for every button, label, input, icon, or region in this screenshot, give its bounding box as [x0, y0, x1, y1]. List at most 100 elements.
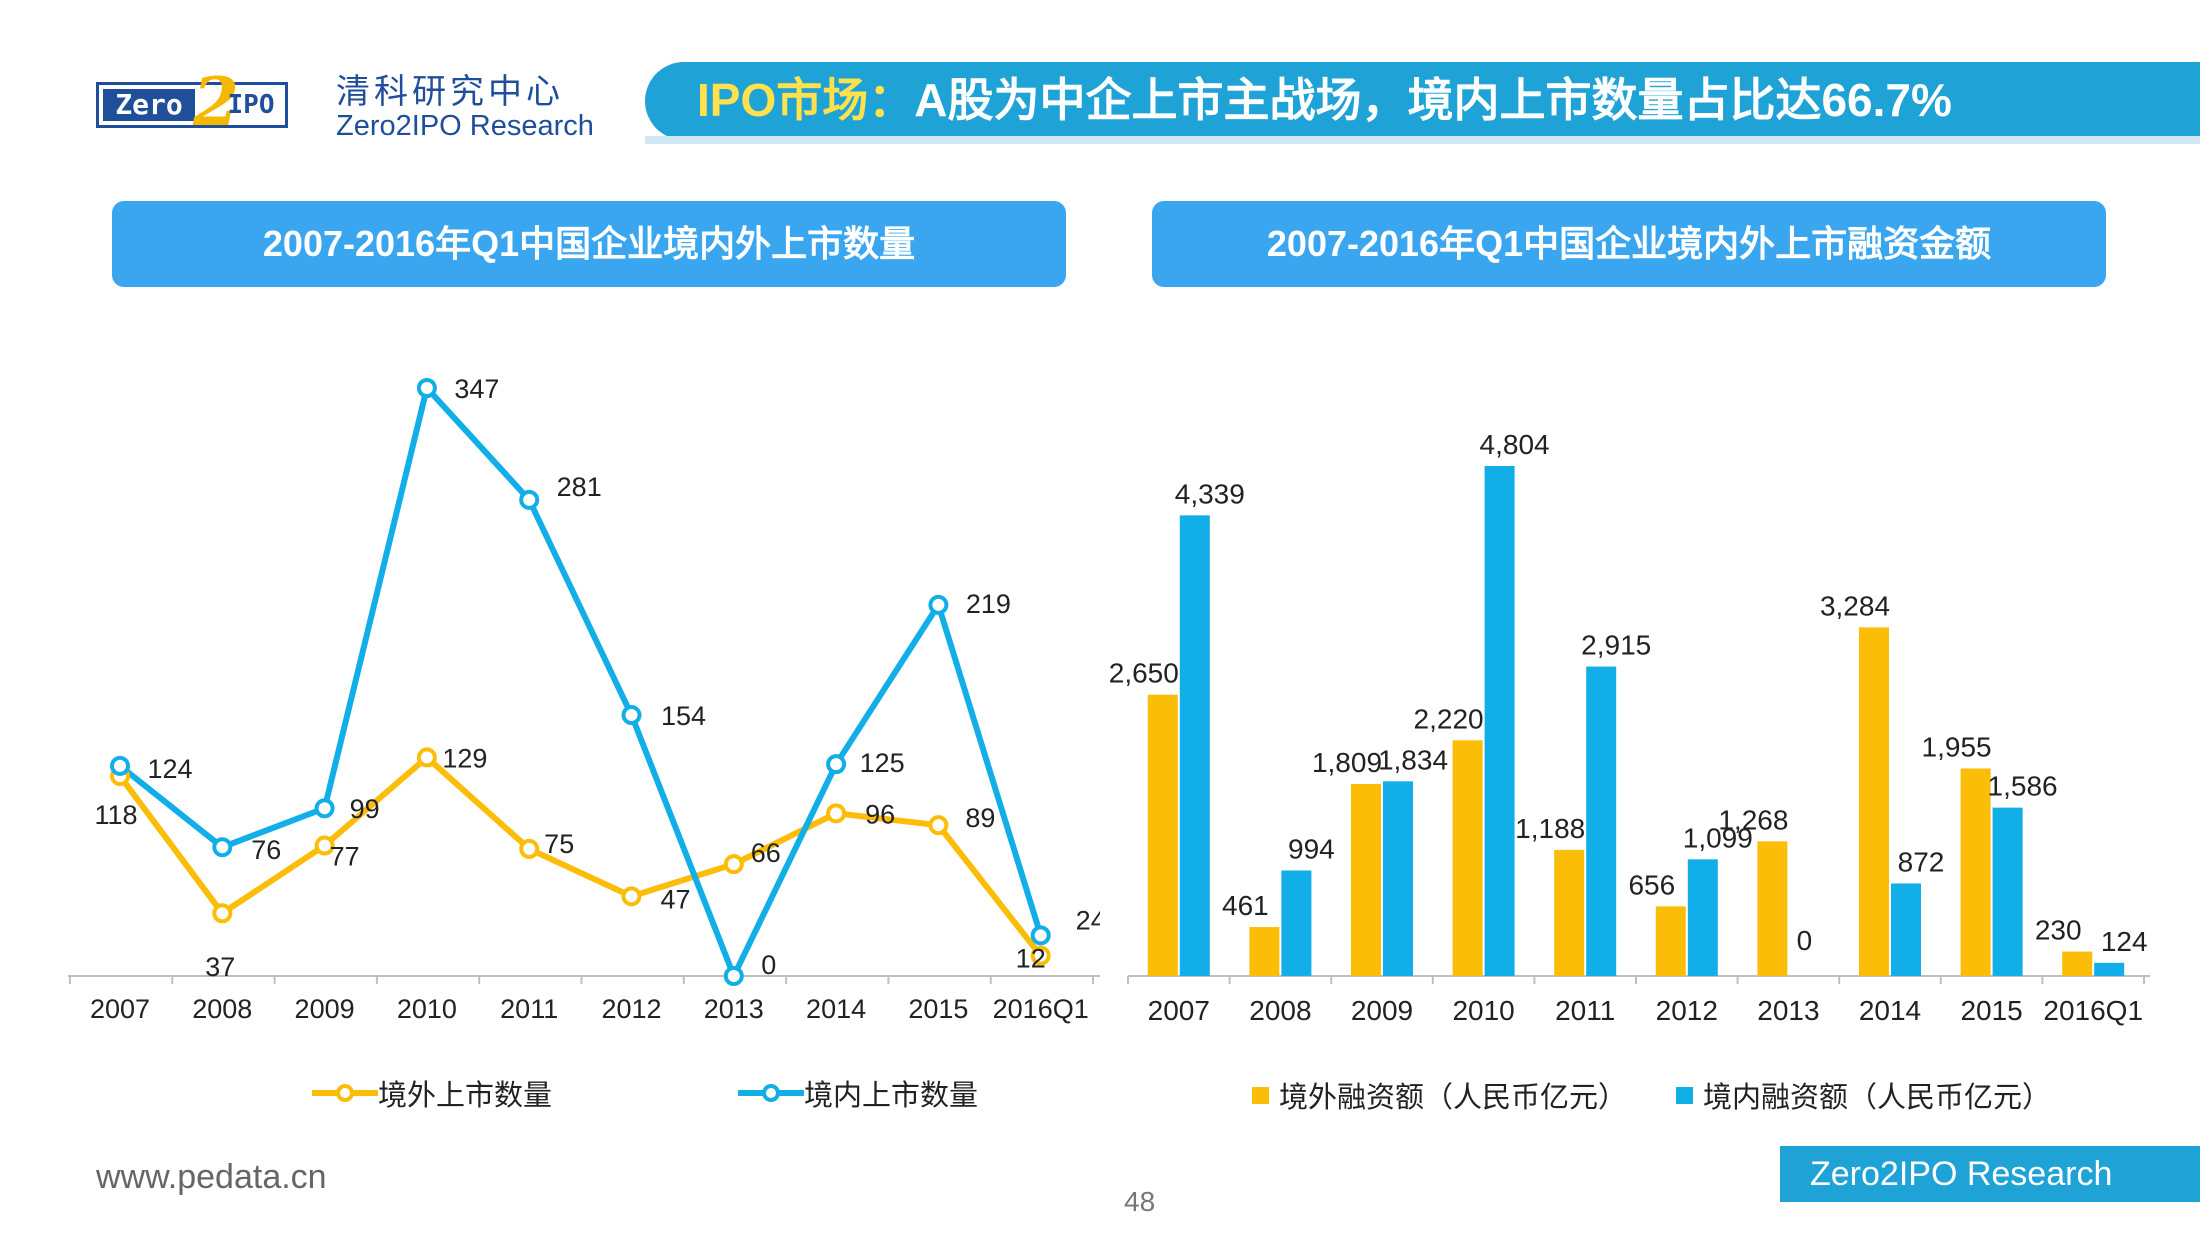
line-point-domestic [110, 755, 130, 776]
line-point-overseas [621, 886, 642, 907]
line-data-label-overseas: 75 [544, 829, 574, 859]
bar-data-label-domestic: 124 [2101, 926, 2148, 957]
line-point-domestic [826, 754, 847, 775]
page-title: IPO市场：A股为中企上市主战场，境内上市数量占比达66.7% [697, 70, 1952, 130]
legend-overseas-count-marker [312, 1084, 378, 1102]
line-chart-title: 2007-2016年Q1中国企业境内外上市数量 [112, 201, 1066, 287]
line-data-label-overseas: 12 [1016, 944, 1046, 974]
line-data-label-domestic: 281 [557, 472, 602, 502]
bar-domestic [2094, 962, 2125, 976]
legend-domestic-count-label: 境内上市数量 [804, 1080, 979, 1112]
bar-overseas [1859, 627, 1889, 976]
line-chart-x-tick-label: 2014 [806, 994, 866, 1024]
line-data-label-overseas: 118 [94, 800, 137, 830]
line-point-domestic [621, 705, 642, 726]
bar-overseas [1452, 740, 1483, 976]
page-number: 48 [1124, 1186, 1156, 1217]
line-chart-x-tick-label: 2016Q1 [993, 994, 1089, 1024]
bar-chart-x-tick-label: 2007 [1148, 995, 1210, 1026]
line-point-overseas [826, 803, 847, 824]
bar-chart-x-tick-label: 2013 [1757, 995, 1819, 1026]
bar-domestic [1687, 859, 1718, 976]
bar-data-label-overseas: 461 [1222, 890, 1269, 921]
line-chart-x-tick-label: 2012 [601, 994, 661, 1024]
bar-data-label-domestic: 4,339 [1175, 478, 1245, 509]
footer-url: www.pedata.cn [96, 1158, 327, 1196]
line-data-label-domestic: 124 [147, 754, 192, 784]
bar-data-label-domestic: 1,586 [1988, 771, 2058, 802]
bar-data-label-overseas: 3,284 [1820, 590, 1890, 621]
bar-overseas [1757, 841, 1788, 976]
bar-data-label-overseas: 2,220 [1414, 703, 1484, 734]
bar-data-label-domestic: 1,834 [1378, 744, 1448, 775]
line-data-label-overseas: 77 [330, 842, 360, 872]
bar-chart-title: 2007-2016年Q1中国企业境内外上市融资金额 [1152, 201, 2106, 287]
bar-data-label-overseas: 1,268 [1718, 804, 1788, 835]
logo-two: 2 [193, 63, 239, 141]
line-data-label-domestic: 154 [661, 701, 706, 731]
line-point-domestic [314, 798, 335, 819]
line-point-overseas [519, 838, 540, 859]
bar-data-label-overseas: 1,809 [1312, 747, 1382, 778]
bar-data-label-domestic: 1,099 [1683, 822, 1753, 853]
legend-overseas-count-label: 境外上市数量 [378, 1080, 553, 1112]
legend-domestic-amount-label: 境内融资额（人民币亿元） [1703, 1082, 2052, 1114]
line-data-label-overseas: 47 [660, 884, 690, 914]
bar-data-label-domestic: 994 [1288, 833, 1335, 864]
bar-overseas [1960, 768, 1991, 976]
bar-data-label-domestic: 0 [1797, 925, 1813, 956]
line-chart-x-tick-label: 2007 [90, 994, 150, 1024]
bar-domestic [1383, 781, 1413, 976]
line-data-label-overseas: 89 [965, 803, 995, 833]
legend-domestic-amount-swatch [1676, 1086, 1693, 1104]
bar-domestic [1586, 666, 1617, 976]
bar-data-label-overseas: 1,188 [1515, 813, 1585, 844]
line-data-label-overseas: 66 [751, 838, 781, 868]
line-chart-x-tick-label: 2015 [908, 994, 968, 1024]
line-chart: 2007 2008 2009 2010 2011 2012 2013 2014 2015 2016… [68, 374, 1100, 1024]
bar-domestic [1992, 807, 2023, 976]
line-data-label-domestic: 125 [860, 748, 905, 778]
legend-overseas-amount: 境外融资额（人民币亿元） [1252, 1074, 1627, 1116]
bar-overseas [2062, 951, 2093, 976]
org-name-en: Zero2IPO Research [336, 110, 594, 142]
line-point-overseas [723, 854, 744, 875]
line-point-domestic [212, 837, 233, 858]
bar-chart-x-tick-label: 2010 [1452, 995, 1514, 1026]
line-data-label-domestic: 347 [454, 374, 499, 404]
bar-chart-x-tick-label: 2016Q1 [2043, 995, 2143, 1026]
bar-overseas [1147, 694, 1178, 976]
line-chart-x-tick-label: 2011 [500, 994, 558, 1024]
bar-chart-x-tick-label: 2008 [1249, 995, 1311, 1026]
bar-chart-x-tick-label: 2015 [1960, 995, 2022, 1026]
line-chart-x-tick-label: 2010 [397, 994, 457, 1024]
bar-chart-x-tick-label: 2009 [1351, 995, 1413, 1026]
legend-domestic-count: 境内上市数量 [738, 1072, 978, 1114]
line-point-domestic [928, 594, 949, 615]
org-name-cn: 清科研究中心 [336, 73, 564, 111]
bar-domestic [1484, 466, 1515, 976]
bar-overseas [1655, 906, 1686, 976]
bar-data-label-domestic: 2,915 [1581, 630, 1651, 661]
bar-domestic [1891, 883, 1921, 976]
page-title-main: A股为中企上市主战场，境内上市数量占比达66.7% [914, 74, 1952, 126]
bar-data-label-domestic: 4,804 [1480, 429, 1550, 460]
line-series-domestic [118, 385, 1044, 979]
page-title-prefix: IPO市场： [697, 74, 915, 126]
line-point-domestic [519, 489, 540, 510]
line-data-label-overseas: 129 [442, 743, 487, 773]
title-banner-underline [645, 136, 2200, 144]
bar-domestic [1281, 870, 1312, 976]
bar-data-label-overseas: 656 [1628, 869, 1675, 900]
line-data-label-domestic: 219 [966, 589, 1011, 619]
bar-overseas [1351, 783, 1381, 976]
bar-data-label-domestic: 872 [1898, 846, 1945, 877]
line-chart-x-tick-label: 2009 [295, 994, 355, 1024]
bar-chart: 2007 2008 2009 2010 2011 2012 2013 2014 2015 2016… [1109, 429, 2150, 1026]
legend-domestic-count-marker [738, 1084, 804, 1102]
line-point-domestic [1030, 925, 1051, 946]
line-point-domestic [723, 966, 744, 986]
line-data-label-domestic: 24 [1076, 905, 1100, 935]
bar-data-label-overseas: 2,650 [1109, 658, 1179, 689]
footer-brand: Zero2IPO Research [1780, 1146, 2200, 1202]
